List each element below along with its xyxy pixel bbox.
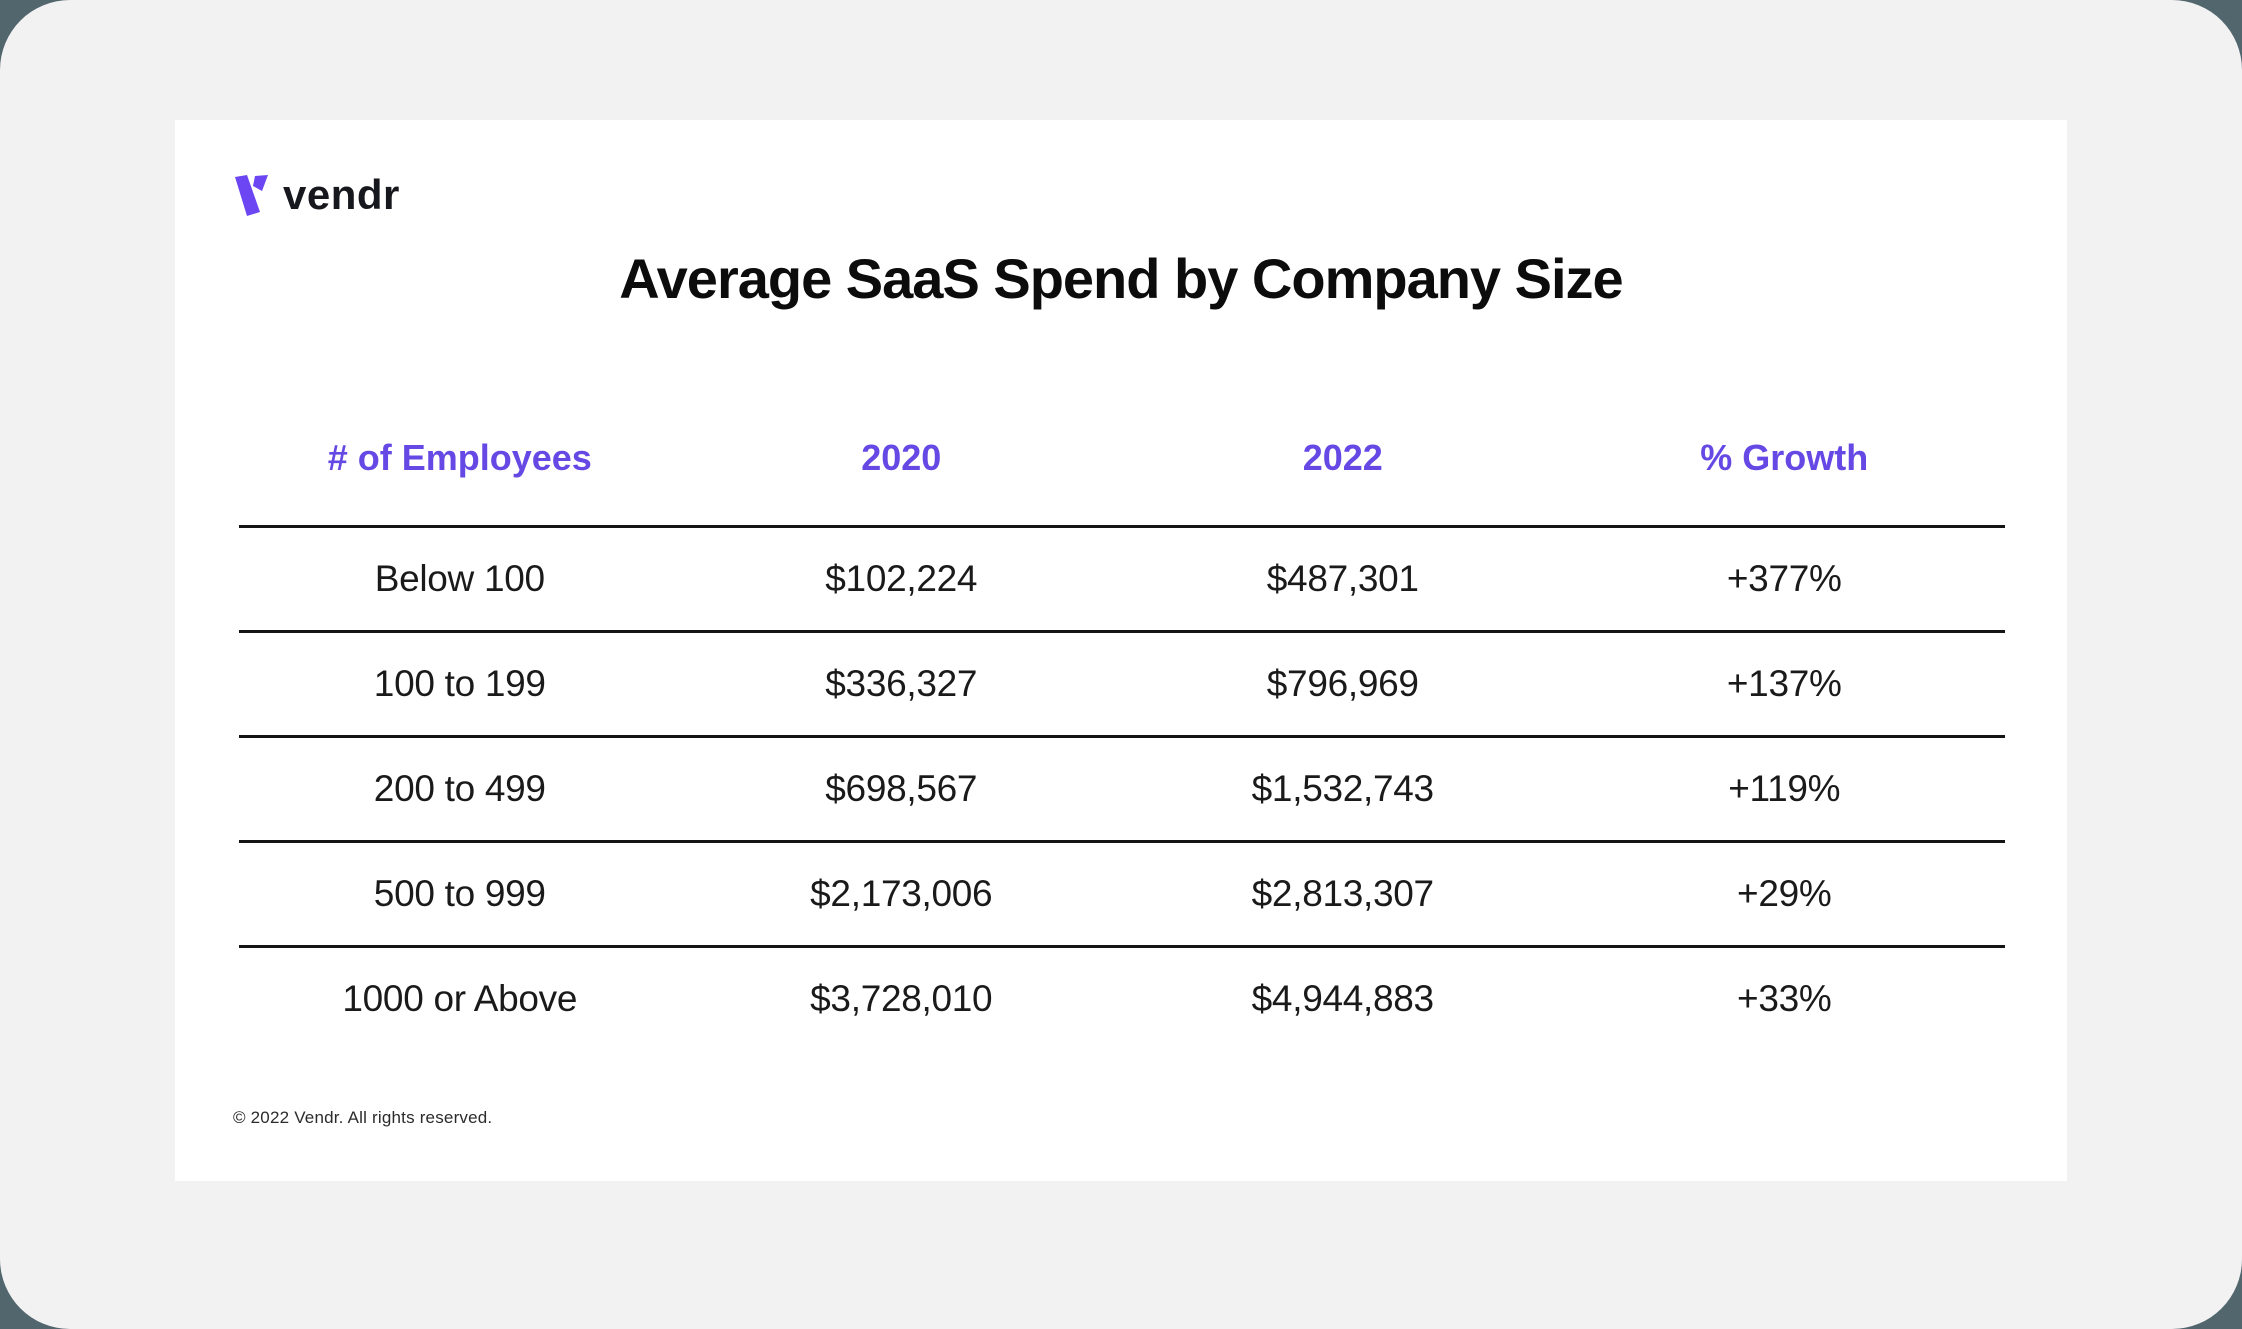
- header-cell-2020: 2020: [861, 437, 942, 479]
- cell-2022: $4,944,883: [1251, 978, 1434, 1020]
- cell-2020: $698,567: [825, 767, 978, 809]
- vendr-logo-text: vendr: [283, 171, 400, 218]
- vendr-v-icon: [235, 174, 268, 216]
- table-row: 1000 or Above $3,728,010 $4,944,883 +33%: [239, 946, 2005, 1051]
- table-header-row: # of Employees 2020 2022 % Growth: [239, 392, 2005, 526]
- copyright-text: © 2022 Vendr. All rights reserved.: [233, 1108, 493, 1127]
- header-cell-2022: 2022: [1302, 437, 1383, 479]
- cell-2022: $796,969: [1266, 662, 1419, 704]
- cell-employees: Below 100: [374, 557, 545, 599]
- table-row: 500 to 999 $2,173,006 $2,813,307 +29%: [239, 841, 2005, 946]
- cell-2022: $487,301: [1266, 557, 1419, 599]
- vendr-logo: vendr: [233, 174, 400, 216]
- cell-2020: $2,173,006: [810, 872, 993, 914]
- cell-growth: +377%: [1726, 557, 1842, 599]
- header-cell-growth: % Growth: [1700, 437, 1869, 479]
- cell-growth: +119%: [1728, 767, 1841, 809]
- spend-table: # of Employees 2020 2022 % Growth Below …: [239, 392, 2005, 1051]
- table-row: 200 to 499 $698,567 $1,532,743 +119%: [239, 736, 2005, 841]
- cell-employees: 1000 or Above: [342, 978, 578, 1020]
- cell-2020: $336,327: [825, 662, 978, 704]
- table-row: 100 to 199 $336,327 $796,969 +137%: [239, 631, 2005, 736]
- table-row: Below 100 $102,224 $487,301 +377%: [239, 526, 2005, 631]
- cell-growth: +137%: [1726, 662, 1842, 704]
- cell-employees: 500 to 999: [373, 872, 546, 914]
- cell-growth: +29%: [1737, 872, 1832, 914]
- cell-2022: $1,532,743: [1251, 767, 1434, 809]
- cell-employees: 200 to 499: [373, 767, 546, 809]
- header-cell-employees: # of Employees: [327, 437, 592, 479]
- cell-employees: 100 to 199: [373, 662, 546, 704]
- cell-2020: $102,224: [825, 557, 978, 599]
- cell-growth: +33%: [1737, 978, 1832, 1020]
- chart-title: Average SaaS Spend by Company Size: [619, 247, 1623, 310]
- infographic-card: vendr Average SaaS Spend by Company Size…: [175, 120, 2067, 1181]
- spend-table-container: # of Employees 2020 2022 % Growth Below …: [239, 392, 2005, 1051]
- cell-2020: $3,728,010: [810, 978, 993, 1020]
- cell-2022: $2,813,307: [1251, 872, 1434, 914]
